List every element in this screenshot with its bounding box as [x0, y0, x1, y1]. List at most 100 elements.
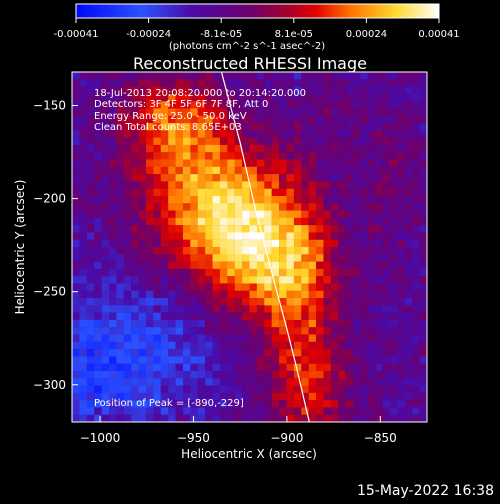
- heatmap-cell: [323, 327, 332, 335]
- heatmap-cell: [390, 378, 398, 386]
- heatmap-cell: [249, 108, 258, 116]
- heatmap-cell: [375, 115, 383, 124]
- heatmap-cell: [338, 79, 346, 87]
- heatmap-cell: [293, 123, 302, 131]
- heatmap-cell: [123, 363, 132, 372]
- heatmap-cell: [79, 363, 87, 372]
- heatmap-cell: [316, 334, 324, 342]
- heatmap-cell: [138, 298, 147, 306]
- heatmap-cell: [205, 159, 213, 167]
- heatmap-cell: [316, 407, 324, 415]
- heatmap-cell: [323, 101, 332, 109]
- heatmap-cell: [412, 79, 420, 87]
- heatmap-cell: [94, 152, 102, 160]
- heatmap-cell: [116, 232, 124, 240]
- heatmap-cell: [153, 225, 161, 233]
- heatmap-cell: [123, 312, 132, 321]
- heatmap-cell: [308, 276, 317, 284]
- heatmap-cell: [293, 181, 302, 189]
- heatmap-cell: [316, 283, 324, 291]
- heatmap-cell: [227, 254, 235, 262]
- heatmap-cell: [101, 115, 110, 124]
- heatmap-cell: [190, 210, 198, 219]
- heatmap-cell: [382, 123, 391, 131]
- heatmap-cell: [345, 305, 354, 313]
- heatmap-cell: [404, 305, 413, 313]
- heatmap-cell: [234, 305, 243, 313]
- heatmap-cell: [367, 188, 376, 197]
- heatmap-cell: [138, 137, 147, 146]
- heatmap-cell: [101, 101, 110, 109]
- heatmap-cell: [397, 130, 406, 138]
- heatmap-cell: [190, 312, 198, 321]
- heatmap-cell: [286, 152, 295, 160]
- heatmap-cell: [168, 195, 176, 204]
- heatmap-cell: [301, 239, 309, 248]
- heatmap-cell: [123, 174, 132, 182]
- heatmap-cell: [212, 305, 221, 313]
- heatmap-cell: [138, 188, 147, 197]
- heatmap-cell: [345, 261, 354, 270]
- heatmap-cell: [249, 283, 258, 291]
- heatmap-cell: [330, 283, 339, 291]
- heatmap-cell: [330, 276, 339, 284]
- heatmap-cell: [212, 341, 221, 350]
- heatmap-cell: [419, 334, 427, 342]
- heatmap-cell: [123, 370, 132, 379]
- heatmap-cell: [404, 144, 413, 153]
- heatmap-cell: [101, 239, 110, 248]
- heatmap-cell: [116, 356, 124, 364]
- heatmap-cell: [242, 261, 250, 270]
- heatmap-cell: [145, 72, 154, 80]
- heatmap-cell: [419, 159, 427, 167]
- heatmap-cell: [397, 254, 406, 262]
- heatmap-cell: [86, 407, 95, 415]
- heatmap-cell: [390, 174, 398, 182]
- heatmap-cell: [353, 407, 361, 415]
- heatmap-cell: [308, 319, 317, 328]
- heatmap-cell: [101, 341, 110, 350]
- heatmap-cell: [279, 225, 287, 233]
- heatmap-cell: [116, 115, 124, 124]
- heatmap-cell: [86, 276, 95, 284]
- heatmap-cell: [293, 108, 302, 116]
- heatmap-cell: [212, 298, 221, 306]
- heatmap-cell: [86, 152, 95, 160]
- heatmap-cell: [323, 130, 332, 138]
- heatmap-cell: [160, 305, 169, 313]
- heatmap-cell: [168, 166, 176, 175]
- heatmap-cell: [323, 93, 332, 102]
- heatmap-cell: [138, 414, 147, 422]
- heatmap-cell: [308, 123, 317, 131]
- heatmap-cell: [219, 152, 228, 160]
- heatmap-cell: [390, 349, 398, 357]
- heatmap-cell: [375, 210, 383, 219]
- heatmap-cell: [279, 123, 287, 131]
- heatmap-cell: [390, 334, 398, 342]
- heatmap-cell: [108, 312, 117, 321]
- heatmap-cell: [419, 392, 427, 401]
- heatmap-cell: [205, 144, 213, 153]
- heatmap-cell: [338, 247, 346, 255]
- heatmap-cell: [79, 123, 87, 131]
- heatmap-cell: [301, 152, 309, 160]
- heatmap-cell: [345, 144, 354, 153]
- heatmap-cell: [160, 101, 169, 109]
- heatmap-cell: [160, 414, 169, 422]
- heatmap-cell: [345, 101, 354, 109]
- heatmap-cell: [323, 254, 332, 262]
- heatmap-cell: [182, 283, 191, 291]
- heatmap-cell: [390, 268, 398, 277]
- heatmap-cell: [131, 290, 139, 299]
- heatmap-cell: [205, 195, 213, 204]
- heatmap-cell: [293, 115, 302, 124]
- heatmap-cell: [116, 166, 124, 175]
- heatmap-cell: [308, 261, 317, 270]
- heatmap-cell: [94, 305, 102, 313]
- heatmap-cell: [256, 210, 265, 219]
- heatmap-cell: [219, 101, 228, 109]
- heatmap-cell: [397, 101, 406, 109]
- heatmap-cell: [316, 414, 324, 422]
- heatmap-cell: [101, 203, 110, 211]
- colorbar-tick-label: 0.00024: [346, 29, 387, 40]
